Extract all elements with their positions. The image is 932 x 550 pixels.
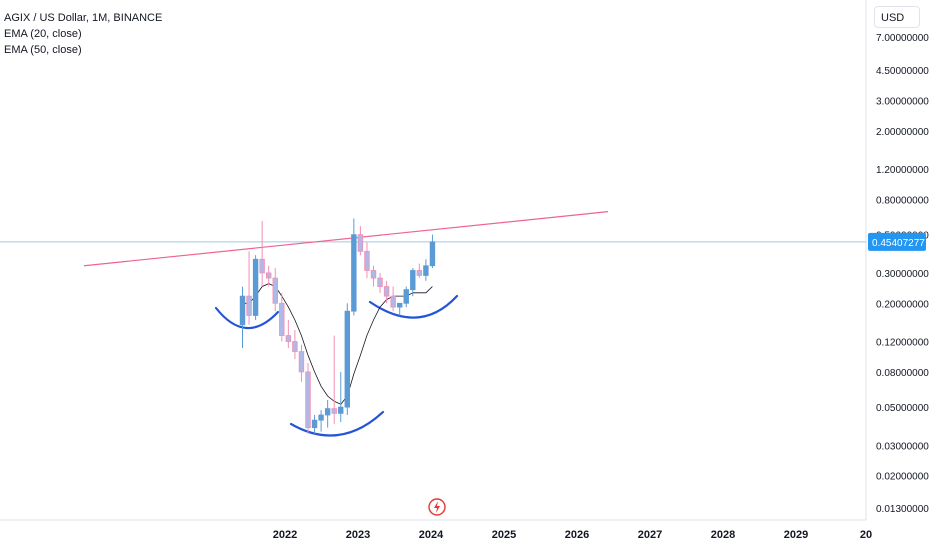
candle-body[interactable] — [298, 351, 305, 373]
candle-body[interactable] — [259, 258, 265, 274]
candle-body[interactable] — [383, 286, 390, 297]
y-tick-label: 0.05000000 — [876, 403, 929, 414]
candle-body[interactable] — [279, 302, 285, 336]
ema20-indicator-label[interactable]: EMA (20, close) — [4, 28, 82, 40]
y-tick-label: 3.00000000 — [876, 96, 929, 107]
lightning-bolt-icon — [434, 501, 440, 513]
left-shoulder-arc[interactable] — [214, 306, 280, 330]
candle-body[interactable] — [239, 295, 246, 326]
candle-body[interactable] — [272, 277, 278, 304]
ema50-indicator-label[interactable]: EMA (50, close) — [4, 44, 82, 56]
candle-body[interactable] — [246, 295, 252, 316]
y-tick-label: 4.50000000 — [876, 66, 929, 77]
candle-body[interactable] — [390, 295, 396, 308]
candle-body[interactable] — [252, 258, 259, 316]
candle-body[interactable] — [403, 289, 409, 304]
candle-body[interactable] — [318, 414, 324, 421]
y-tick-label: 0.20000000 — [876, 299, 929, 310]
y-tick-label: 2.00000000 — [876, 127, 929, 138]
resistance-trendline[interactable] — [83, 211, 609, 267]
y-tick-label: 0.12000000 — [876, 338, 929, 349]
candle-body[interactable] — [338, 406, 344, 414]
candle-body[interactable] — [265, 272, 272, 279]
y-tick-label: 0.80000000 — [876, 195, 929, 206]
candle-body[interactable] — [377, 277, 383, 287]
candle-body[interactable] — [357, 234, 364, 252]
candle-body[interactable] — [285, 335, 292, 342]
last-price-badge — [868, 232, 926, 251]
candle-body[interactable] — [416, 270, 423, 276]
event-lightning-icon[interactable] — [428, 498, 446, 516]
candle-body[interactable] — [292, 341, 298, 352]
candle-body[interactable] — [410, 270, 416, 291]
x-tick-label: 2025 — [492, 529, 516, 541]
right-shoulder-arc[interactable] — [368, 294, 459, 319]
y-tick-label: 0.01300000 — [876, 504, 929, 515]
candle-body[interactable] — [351, 234, 357, 312]
y-tick-label: 7.00000000 — [876, 33, 929, 44]
chart-legend: AGIX / US Dollar, 1M, BINANCE EMA (20, c… — [4, 10, 162, 58]
y-tick-label: 0.08000000 — [876, 368, 929, 379]
x-tick-label: 2024 — [419, 529, 444, 541]
x-tick-label: 2029 — [784, 529, 808, 541]
head-arc[interactable] — [289, 410, 385, 437]
x-tick-label: 2028 — [711, 529, 735, 541]
candle-body[interactable] — [344, 310, 350, 408]
y-tick-label: 0.03000000 — [876, 441, 929, 452]
currency-selector[interactable]: USD — [874, 6, 920, 28]
x-tick-label: 20 — [860, 529, 872, 541]
candle-body[interactable] — [311, 419, 318, 429]
candle-body[interactable] — [364, 250, 370, 271]
candle-body[interactable] — [331, 408, 337, 414]
y-tick-label: 0.30000000 — [876, 269, 929, 280]
y-tick-label: 0.02000000 — [876, 472, 929, 483]
last-price-value: 0.45407277 — [872, 238, 925, 249]
x-tick-label: 2023 — [346, 529, 370, 541]
candle-body[interactable] — [396, 302, 403, 308]
candle-body[interactable] — [423, 265, 429, 276]
candle-body[interactable] — [324, 408, 331, 416]
x-tick-label: 2027 — [638, 529, 662, 541]
candle-body[interactable] — [305, 371, 311, 429]
y-tick-label: 1.20000000 — [876, 165, 929, 176]
candle-body[interactable] — [429, 241, 436, 267]
candle-body[interactable] — [370, 270, 377, 279]
x-tick-label: 2022 — [273, 529, 297, 541]
x-tick-label: 2026 — [565, 529, 589, 541]
symbol-title[interactable]: AGIX / US Dollar, 1M, BINANCE — [4, 12, 163, 24]
